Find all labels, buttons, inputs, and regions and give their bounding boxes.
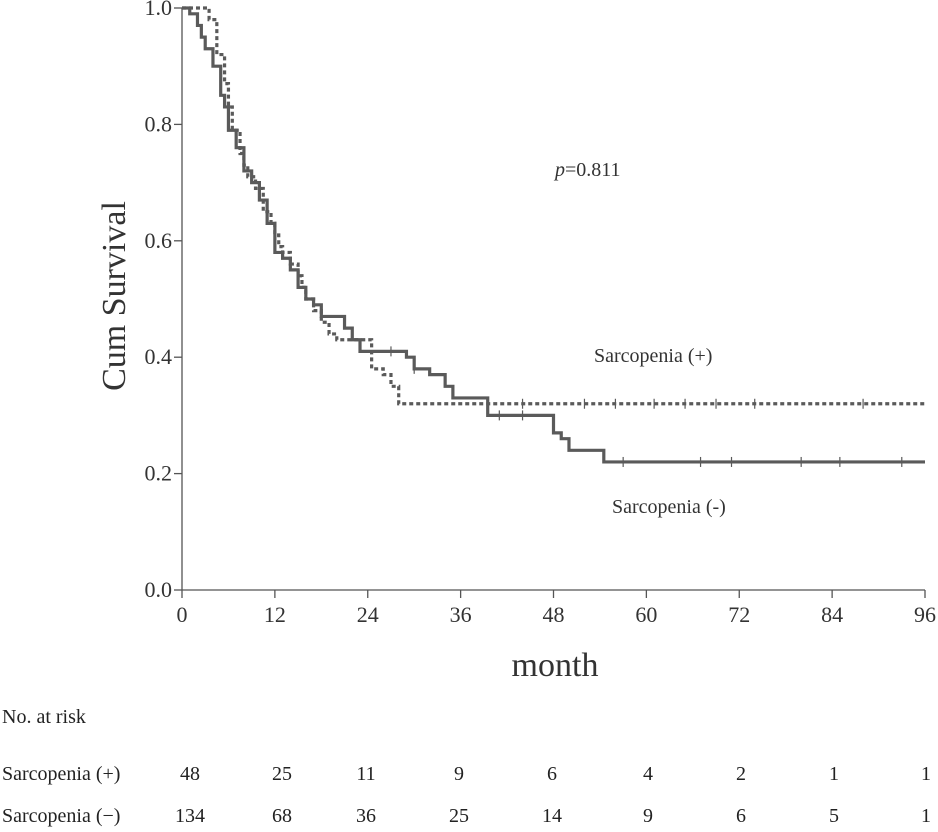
censor-marks [390, 346, 903, 467]
risk-value: 25 [272, 763, 292, 785]
risk-value: 11 [356, 763, 376, 785]
y-tick-label: 0.2 [145, 461, 173, 486]
x-tick-label: 96 [914, 602, 936, 627]
y-tick-label: 0.8 [145, 111, 173, 136]
x-tick-label: 72 [728, 602, 750, 627]
risk-value: 48 [180, 763, 200, 785]
x-axis-title: month [512, 647, 599, 684]
y-tick-label: 0.4 [145, 344, 173, 369]
risk-value: 134 [175, 805, 205, 827]
x-tick-label: 0 [177, 602, 188, 627]
risk-value: 5 [829, 805, 839, 827]
label-sarcopenia-plus: Sarcopenia (+) [594, 345, 712, 367]
x-tick-label: 48 [543, 602, 565, 627]
risk-value: 9 [454, 763, 464, 785]
x-tick-label: 12 [264, 602, 286, 627]
risk-value: 25 [449, 805, 469, 827]
y-tick-label: 0.0 [145, 577, 173, 602]
p-value-text: =0.811 [565, 159, 621, 181]
risk-value: 1 [921, 763, 931, 785]
risk-value: 1 [829, 763, 839, 785]
y-tick-label: 0.6 [145, 228, 173, 253]
risk-value: 4 [643, 763, 653, 785]
y-axis-title: Cum Survival [96, 201, 133, 391]
curve-sarcopenia-minus [182, 6, 925, 464]
label-sarcopenia-minus: Sarcopenia (-) [612, 496, 726, 518]
ticks: 0.0 0.2 0.4 0.6 0.8 1.0 0 12 24 36 48 60 72 84 96 [145, 0, 937, 627]
risk-value: 6 [736, 805, 746, 827]
p-value-symbol: p [553, 159, 565, 181]
risk-value: 9 [643, 805, 653, 827]
x-tick-label: 36 [450, 602, 472, 627]
risk-value: 2 [736, 763, 746, 785]
axes [181, 8, 925, 591]
y-tick-label: 1.0 [145, 0, 173, 20]
curve-sarcopenia-plus [182, 6, 925, 406]
risk-value: 6 [547, 763, 557, 785]
x-tick-label: 60 [635, 602, 657, 627]
p-value-annotation: p=0.811 [553, 159, 621, 181]
km-chart: 0.0 0.2 0.4 0.6 0.8 1.0 0 12 24 36 48 60 72 84 96 Cum … [96, 0, 937, 684]
risk-table-title: No. at risk [2, 706, 86, 728]
risk-row-label: Sarcopenia (−) [2, 805, 121, 827]
x-tick-label: 24 [357, 602, 379, 627]
risk-value: 14 [542, 805, 562, 827]
curves [182, 6, 925, 464]
risk-value: 1 [921, 805, 931, 827]
risk-row-label: Sarcopenia (+) [2, 763, 121, 785]
risk-value: 68 [272, 805, 292, 827]
risk-value: 36 [356, 805, 376, 827]
x-tick-label: 84 [821, 602, 843, 627]
